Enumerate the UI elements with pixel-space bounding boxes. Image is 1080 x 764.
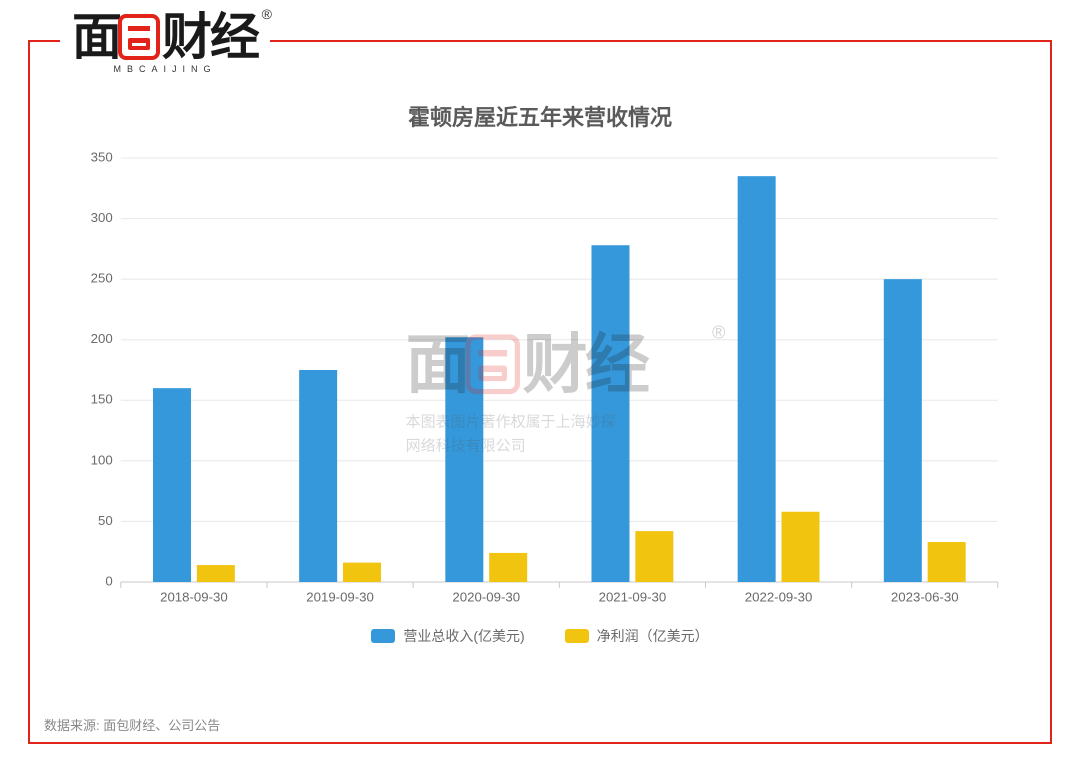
- chart-plot: 面 财经 ® 本图表图片著作权属于上海妙探 网络科技有限公司 050100150…: [72, 152, 1008, 612]
- bar: [782, 512, 820, 582]
- y-tick-label: 0: [105, 574, 112, 589]
- bar: [591, 245, 629, 582]
- legend-swatch-icon: [371, 629, 395, 643]
- legend-swatch-icon: [565, 629, 589, 643]
- bar: [635, 531, 673, 582]
- legend-item: 营业总收入(亿美元): [371, 626, 524, 646]
- y-tick-label: 100: [91, 452, 113, 467]
- bar: [197, 565, 235, 582]
- y-tick-label: 200: [91, 331, 113, 346]
- legend-item: 净利润（亿美元）: [565, 626, 709, 646]
- x-tick-label: 2019-09-30: [306, 590, 374, 605]
- y-tick-label: 300: [91, 210, 113, 225]
- x-tick-label: 2023-06-30: [891, 590, 959, 605]
- legend-label: 净利润（亿美元）: [597, 626, 709, 646]
- bar: [928, 542, 966, 582]
- page: ® 面 财经 MBCAIJING 霍顿房屋近五年来营收情况 面 财经 ® 本图表…: [0, 0, 1080, 764]
- x-tick-label: 2018-09-30: [160, 590, 228, 605]
- chart-title: 霍顿房屋近五年来营收情况: [72, 100, 1008, 132]
- y-tick-label: 250: [91, 271, 113, 286]
- x-tick-label: 2022-09-30: [745, 590, 813, 605]
- chart-area: 霍顿房屋近五年来营收情况 面 财经 ® 本图表图片著作权属于上海妙探 网络科技有…: [28, 40, 1052, 744]
- source-note: 数据来源: 面包财经、公司公告: [44, 715, 220, 734]
- registered-mark-icon: ®: [262, 6, 272, 22]
- y-tick-label: 150: [91, 392, 113, 407]
- legend-label: 营业总收入(亿美元): [403, 626, 524, 646]
- x-tick-label: 2021-09-30: [599, 590, 667, 605]
- bar: [343, 563, 381, 582]
- bar: [153, 388, 191, 582]
- chart-legend: 营业总收入(亿美元) 净利润（亿美元）: [72, 626, 1008, 646]
- bar: [445, 337, 483, 582]
- chart-svg: 0 50 100 150 200 250 300 350 2018-09-30 2019-09-3…: [72, 152, 1008, 612]
- y-tick-label: 50: [98, 513, 113, 528]
- bar: [738, 176, 776, 582]
- bar: [489, 553, 527, 582]
- bar: [299, 370, 337, 582]
- y-tick-label: 350: [91, 152, 113, 164]
- x-tick-label: 2020-09-30: [452, 590, 520, 605]
- bar: [884, 279, 922, 582]
